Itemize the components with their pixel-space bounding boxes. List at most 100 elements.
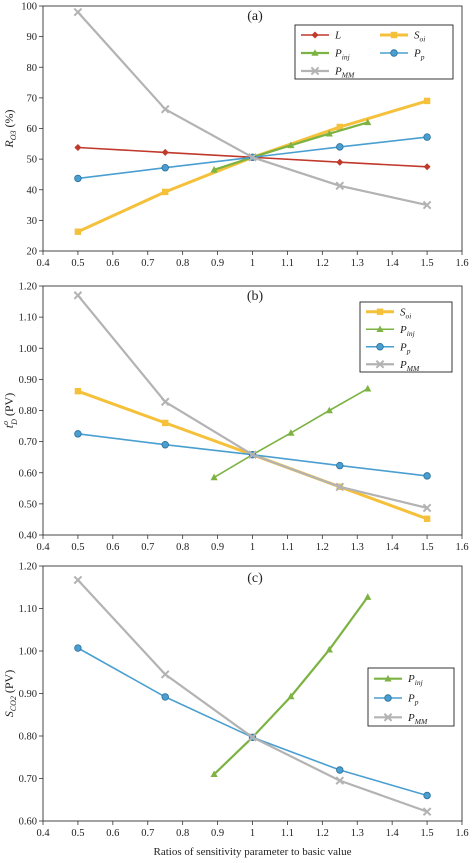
data-point-Soi: [336, 123, 343, 131]
legend-label-Pinj: Pinj: [399, 324, 415, 338]
data-point-Pp: [336, 143, 344, 151]
data-point-Soi: [162, 419, 169, 427]
data-point-Pp: [74, 174, 82, 183]
legend-entry-PMM: PMM: [301, 66, 355, 80]
legend-label-Soi: Soi: [400, 306, 411, 320]
data-point-Pp: [423, 791, 431, 800]
data-point-PMM: [160, 104, 170, 114]
chart-panel-c: 0.60 0.70 0.80 0.90 1.00 1.10 1.20 0.4 0.5 0.6 0.7…: [2, 562, 469, 859]
series-line-Soi: [77, 99, 428, 234]
x-tick-label: 0.4: [36, 828, 50, 839]
data-point-PMM: [422, 200, 432, 210]
legend-swatch-marker: [311, 31, 319, 39]
legend-label-Pinj: Pinj: [334, 48, 350, 62]
legend-entry-Pp: Pp: [374, 693, 419, 707]
x-tick-label: 0.8: [176, 258, 189, 269]
data-point-PMM: [335, 181, 345, 191]
x-axis-label: Ratios of sensitivity parameter to basic…: [154, 846, 352, 858]
legend-label-Pp: Pp: [399, 341, 411, 355]
x-tick-label: 0.7: [141, 828, 154, 839]
legend: Soi Pinj Pp PMM: [359, 301, 453, 373]
legend-entry-Pp: Pp: [380, 48, 425, 62]
legend-label-Soi: Soi: [414, 30, 425, 44]
x-tick-label: 1.5: [421, 258, 434, 269]
legend: Pinj Pp PMM: [367, 667, 455, 727]
x-tick-label: 1: [250, 542, 255, 553]
data-point-Pp: [336, 766, 344, 774]
y-tick-label: 100: [21, 2, 37, 13]
y-tick-label: 0.90: [19, 689, 37, 700]
data-point-L: [336, 158, 344, 166]
data-point-Soi: [423, 97, 431, 105]
x-tick-label: 0.7: [141, 258, 154, 269]
data-point-Pp: [161, 693, 169, 701]
data-point-PMM: [73, 291, 83, 300]
series-line-Pinj: [213, 596, 369, 776]
y-tick-label: 0.90: [19, 375, 37, 386]
data-point-Soi: [162, 188, 169, 196]
y-tick-label: 0.70: [19, 437, 37, 448]
legend-label-PMM: PMM: [407, 712, 428, 726]
x-tick-label: 1.1: [281, 828, 294, 839]
legend-swatch-marker: [376, 325, 384, 333]
legend-entry-PMM: PMM: [366, 359, 420, 373]
legend: L Soi Pinj Pp PMM: [294, 24, 454, 80]
data-point-Soi: [423, 515, 431, 523]
series-PMM: [73, 7, 432, 210]
data-point-Pinj: [364, 118, 372, 126]
legend-swatch-marker: [375, 359, 385, 369]
y-tick-label: 0.80: [19, 406, 37, 417]
data-point-Pp: [423, 133, 431, 141]
data-point-Soi: [74, 388, 82, 395]
panel-label: (b): [247, 289, 264, 304]
legend-entry-Pp: Pp: [366, 341, 411, 355]
legend-swatch-marker: [376, 308, 384, 315]
y-tick-label: 30: [27, 216, 38, 227]
legend-swatch-marker: [384, 674, 392, 682]
x-tick-label: 0.8: [176, 542, 189, 553]
data-point-Pinj: [210, 770, 218, 778]
x-tick-label: 1.5: [421, 828, 434, 839]
x-tick-label: 0.9: [211, 258, 224, 269]
data-point-PMM: [160, 670, 170, 679]
data-point-PMM: [422, 807, 432, 816]
y-tick-label: 1.10: [19, 313, 37, 324]
series-Pinj: [210, 118, 372, 173]
legend-entry-L: L: [301, 30, 341, 42]
x-tick-label: 1.2: [316, 258, 329, 269]
legend-label-Pp: Pp: [407, 693, 419, 707]
y-axis-label: RO3 (%): [2, 109, 18, 148]
data-point-Pp: [336, 461, 344, 470]
y-tick-label: 1.00: [19, 344, 37, 355]
data-point-Pinj: [325, 645, 333, 653]
x-tick-label: 1.6: [455, 542, 468, 553]
data-point-PMM: [335, 482, 345, 492]
legend-entry-Soi: Soi: [380, 30, 425, 44]
data-point-PMM: [248, 152, 257, 162]
data-point-Pinj: [364, 384, 372, 392]
y-tick-label: 0.80: [19, 732, 37, 743]
x-tick-label: 1.6: [455, 828, 468, 839]
data-point-Pinj: [287, 429, 295, 436]
y-tick-label: 90: [27, 32, 38, 43]
legend-box: [359, 301, 453, 373]
data-point-Pinj: [325, 129, 333, 137]
series-Pinj: [210, 593, 372, 778]
x-tick-label: 0.6: [106, 258, 119, 269]
y-tick-label: 1.20: [19, 282, 37, 293]
x-tick-label: 1.6: [455, 258, 468, 269]
y-tick-label: 60: [27, 124, 38, 135]
x-tick-label: 1.4: [386, 828, 400, 839]
x-tick-label: 1.5: [421, 542, 434, 553]
data-point-Pinj: [287, 141, 295, 149]
data-point-Pinj: [210, 473, 218, 481]
legend-label-PMM: PMM: [334, 66, 355, 80]
series-PMM: [73, 575, 432, 816]
legend-swatch-marker: [384, 694, 392, 702]
data-point-PMM: [335, 776, 345, 785]
y-axis-label: SCO2 (PV): [2, 670, 18, 717]
panel-label: (c): [247, 571, 263, 586]
x-tick-label: 1.3: [351, 258, 364, 269]
legend-swatch-marker: [390, 49, 398, 57]
x-tick-label: 1.3: [351, 542, 364, 553]
